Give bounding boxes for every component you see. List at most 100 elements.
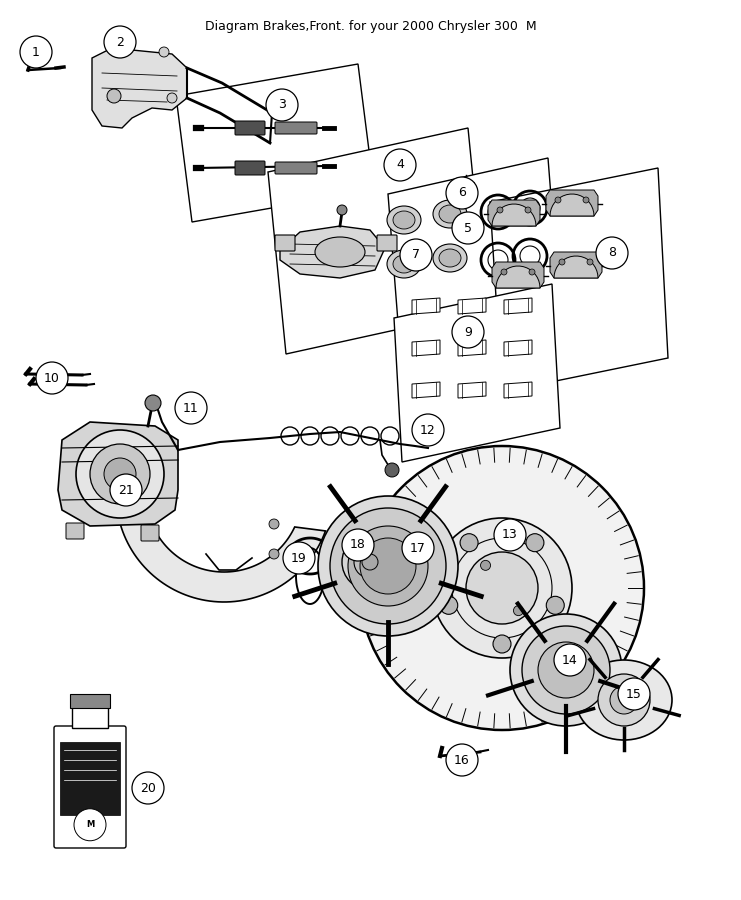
Ellipse shape — [576, 660, 672, 740]
Circle shape — [360, 446, 644, 730]
FancyBboxPatch shape — [235, 161, 265, 175]
Circle shape — [110, 474, 142, 506]
Ellipse shape — [387, 206, 421, 234]
Text: 6: 6 — [458, 186, 466, 200]
Circle shape — [159, 47, 169, 57]
Circle shape — [596, 237, 628, 269]
Circle shape — [342, 534, 398, 590]
FancyBboxPatch shape — [66, 523, 84, 539]
FancyBboxPatch shape — [275, 122, 317, 134]
Ellipse shape — [315, 237, 365, 267]
Text: Diagram Brakes,Front. for your 2000 Chrysler 300  M: Diagram Brakes,Front. for your 2000 Chry… — [205, 20, 536, 33]
Circle shape — [145, 395, 161, 411]
Circle shape — [446, 177, 478, 209]
Circle shape — [446, 744, 478, 776]
Polygon shape — [412, 298, 440, 314]
Circle shape — [107, 89, 121, 103]
FancyBboxPatch shape — [54, 726, 126, 848]
Polygon shape — [58, 422, 178, 526]
Polygon shape — [458, 298, 486, 314]
Circle shape — [36, 362, 68, 394]
FancyBboxPatch shape — [72, 706, 108, 728]
Circle shape — [104, 26, 136, 58]
FancyBboxPatch shape — [377, 235, 397, 251]
FancyBboxPatch shape — [275, 162, 317, 174]
Circle shape — [526, 534, 544, 552]
Circle shape — [555, 197, 561, 203]
Circle shape — [497, 207, 503, 213]
Circle shape — [514, 606, 523, 616]
Polygon shape — [550, 194, 594, 216]
Circle shape — [493, 635, 511, 653]
Text: 5: 5 — [464, 221, 472, 235]
Circle shape — [342, 529, 374, 561]
Circle shape — [554, 644, 586, 676]
Polygon shape — [492, 262, 544, 288]
FancyBboxPatch shape — [458, 182, 474, 193]
Circle shape — [167, 93, 177, 103]
Circle shape — [132, 772, 164, 804]
FancyBboxPatch shape — [141, 525, 159, 541]
Circle shape — [337, 205, 347, 215]
Polygon shape — [280, 226, 385, 278]
Circle shape — [20, 36, 52, 68]
Polygon shape — [412, 340, 440, 356]
Circle shape — [412, 414, 444, 446]
Text: 14: 14 — [562, 653, 578, 667]
Text: 2: 2 — [116, 35, 124, 49]
FancyBboxPatch shape — [60, 742, 120, 815]
Ellipse shape — [433, 244, 467, 272]
Polygon shape — [492, 204, 536, 226]
Text: 3: 3 — [278, 98, 286, 112]
Circle shape — [269, 519, 279, 529]
Circle shape — [583, 197, 589, 203]
Polygon shape — [488, 200, 540, 226]
Circle shape — [360, 538, 416, 594]
Circle shape — [175, 392, 207, 424]
Circle shape — [330, 508, 446, 624]
FancyBboxPatch shape — [275, 235, 295, 251]
Polygon shape — [504, 298, 532, 314]
Circle shape — [76, 430, 164, 518]
Polygon shape — [116, 466, 325, 602]
Circle shape — [318, 496, 458, 636]
Text: 10: 10 — [44, 372, 60, 384]
Text: M: M — [86, 820, 94, 829]
Circle shape — [74, 809, 106, 841]
Ellipse shape — [439, 205, 461, 223]
Circle shape — [90, 444, 150, 504]
Circle shape — [439, 597, 458, 615]
Text: 15: 15 — [626, 688, 642, 700]
Circle shape — [104, 458, 136, 490]
Circle shape — [510, 614, 622, 726]
Circle shape — [522, 626, 610, 714]
Circle shape — [452, 212, 484, 244]
Circle shape — [354, 546, 386, 578]
Circle shape — [538, 642, 594, 698]
Circle shape — [610, 686, 638, 714]
Text: 8: 8 — [608, 247, 616, 259]
Circle shape — [385, 463, 399, 477]
Ellipse shape — [387, 250, 421, 278]
Circle shape — [402, 532, 434, 564]
Text: 9: 9 — [464, 326, 472, 338]
Circle shape — [494, 519, 526, 551]
Polygon shape — [496, 266, 540, 288]
Text: 1: 1 — [32, 46, 40, 58]
Text: 11: 11 — [183, 401, 199, 415]
Circle shape — [501, 269, 507, 275]
Ellipse shape — [393, 211, 415, 229]
FancyBboxPatch shape — [235, 121, 265, 135]
Polygon shape — [412, 382, 440, 398]
Circle shape — [432, 518, 572, 658]
Polygon shape — [550, 252, 602, 278]
Ellipse shape — [393, 255, 415, 273]
Circle shape — [529, 269, 535, 275]
Text: 13: 13 — [502, 528, 518, 542]
Ellipse shape — [433, 200, 467, 228]
Polygon shape — [458, 340, 486, 356]
Circle shape — [559, 259, 565, 265]
Polygon shape — [394, 284, 560, 462]
Circle shape — [587, 259, 593, 265]
FancyBboxPatch shape — [70, 694, 110, 708]
